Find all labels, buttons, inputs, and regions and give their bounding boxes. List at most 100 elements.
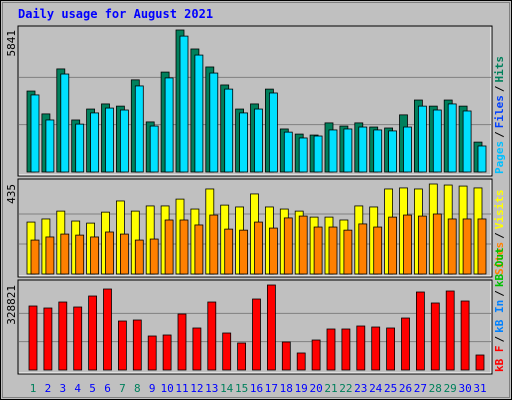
bar	[268, 92, 278, 173]
bar	[45, 119, 55, 173]
x-tick-label: 8	[134, 382, 141, 395]
bar	[432, 213, 442, 275]
x-tick-label: 9	[149, 382, 156, 395]
bar	[134, 239, 144, 275]
x-tick-label: 14	[220, 382, 234, 395]
bar	[45, 236, 55, 275]
bar	[194, 224, 204, 275]
x-tick-label: 26	[399, 382, 412, 395]
bar	[313, 135, 323, 173]
bar	[105, 231, 114, 275]
bar	[403, 126, 412, 173]
bar	[417, 105, 427, 173]
legend-separator: /	[493, 131, 506, 138]
legend-entry: kB In	[493, 300, 506, 333]
legend-entry: Visits	[493, 190, 506, 230]
bar	[266, 284, 276, 371]
bar	[237, 342, 247, 371]
bar	[356, 325, 366, 371]
bar	[283, 217, 293, 275]
bar	[388, 216, 398, 275]
bar	[132, 319, 142, 371]
x-tick-label: 18	[280, 382, 293, 395]
bar	[90, 236, 99, 275]
legend-entry: Files	[493, 95, 506, 128]
bar	[149, 125, 159, 173]
bar	[417, 215, 427, 275]
bar	[386, 327, 396, 371]
bar	[239, 229, 249, 275]
bar	[296, 352, 306, 371]
bar	[254, 108, 263, 173]
bar	[371, 326, 381, 371]
bar	[326, 328, 336, 371]
bar	[162, 334, 172, 371]
y-tick-label: 328821	[5, 285, 18, 325]
legend-separator: /	[493, 232, 506, 239]
x-tick-label: 1	[30, 382, 37, 395]
bar	[164, 77, 174, 173]
bar	[177, 313, 187, 371]
x-tick-label: 3	[59, 382, 66, 395]
bar	[460, 300, 470, 371]
bar	[358, 223, 368, 275]
x-tick-label: 28	[429, 382, 442, 395]
x-tick-label: 13	[205, 382, 218, 395]
bar	[118, 320, 127, 371]
bar	[209, 214, 219, 275]
bar	[415, 291, 425, 371]
bar	[432, 109, 442, 173]
bar	[60, 73, 70, 173]
bar	[30, 239, 40, 275]
x-tick-label: 31	[473, 382, 486, 395]
bar	[179, 219, 189, 275]
legend-entry: Hits	[493, 56, 506, 83]
x-tick-label: 22	[339, 382, 352, 395]
y-tick-label: 435	[5, 184, 18, 204]
x-tick-label: 7	[119, 382, 126, 395]
bar	[224, 228, 234, 275]
legend: kB F / kB In / kB Out	[493, 247, 506, 372]
bar	[477, 218, 487, 275]
x-tick-label: 4	[74, 382, 81, 395]
bar	[222, 332, 232, 371]
bar	[209, 72, 219, 173]
bar	[73, 306, 83, 371]
bar	[43, 307, 53, 371]
bar	[75, 234, 85, 275]
x-tick-label: 17	[265, 382, 278, 395]
bar	[252, 298, 261, 371]
bar	[147, 335, 157, 371]
bar	[90, 112, 99, 173]
bar	[75, 123, 85, 173]
legend-separator: /	[493, 85, 506, 92]
x-tick-label: 11	[175, 382, 188, 395]
bar	[430, 302, 440, 371]
x-tick-label: 16	[250, 382, 263, 395]
legend-entry: Pages	[493, 141, 506, 174]
x-tick-label: 27	[414, 382, 427, 395]
legend: Pages / Files / Hits	[493, 56, 506, 174]
bar	[192, 327, 202, 371]
bar	[120, 109, 129, 173]
bar	[313, 226, 323, 275]
bar	[475, 354, 485, 371]
x-tick-label: 10	[160, 382, 173, 395]
bar	[358, 126, 368, 173]
legend-entry: kB F	[493, 346, 506, 373]
bar	[194, 54, 204, 173]
x-tick-label: 23	[354, 382, 367, 395]
bar	[120, 233, 129, 275]
bar	[341, 328, 351, 371]
bar	[462, 218, 472, 275]
x-tick-label: 12	[190, 382, 203, 395]
bar	[447, 103, 457, 173]
bar	[388, 130, 398, 173]
y-tick-label: 5841	[5, 30, 18, 57]
x-tick-label: 24	[369, 382, 383, 395]
bar	[103, 288, 112, 371]
bar	[403, 214, 412, 275]
x-tick-label: 15	[235, 382, 248, 395]
